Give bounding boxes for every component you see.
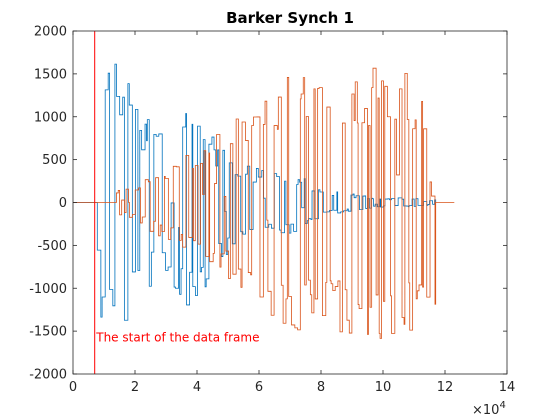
y-tick-label: 2000 xyxy=(34,25,67,40)
y-tick-label: -500 xyxy=(37,239,67,254)
data-frame-start-label: The start of the data frame xyxy=(95,330,259,344)
series-layer xyxy=(73,63,455,339)
chart-title: Barker Synch 1 xyxy=(226,9,354,27)
annotation-layer: The start of the data frame xyxy=(94,31,259,374)
x-tick-label: 8 xyxy=(317,380,325,395)
x-tick-label: 12 xyxy=(437,380,454,395)
x-tick-label: 10 xyxy=(375,380,392,395)
x-tick-label: 14 xyxy=(499,380,516,395)
x-axis: 0 2 4 6 8 10 12 14 xyxy=(69,31,515,395)
y-tick-label: 0 xyxy=(59,196,67,211)
y-tick-label: 1000 xyxy=(34,110,67,125)
y-tick-label: -2000 xyxy=(29,368,67,383)
x-tick-label: 2 xyxy=(131,380,139,395)
series-line-2 xyxy=(73,67,455,339)
y-tick-label: 1500 xyxy=(34,67,67,82)
x-tick-label: 0 xyxy=(69,380,77,395)
y-tick-label: -1500 xyxy=(29,325,67,340)
x-axis-exponent: ×104 xyxy=(472,400,506,418)
y-tick-label: -1000 xyxy=(29,282,67,297)
x-tick-label: 6 xyxy=(255,380,263,395)
y-tick-label: 500 xyxy=(42,153,67,168)
x-tick-label: 4 xyxy=(193,380,201,395)
y-axis: -2000 -1500 -1000 -500 0 500 1000 1500 2000 xyxy=(29,25,507,383)
